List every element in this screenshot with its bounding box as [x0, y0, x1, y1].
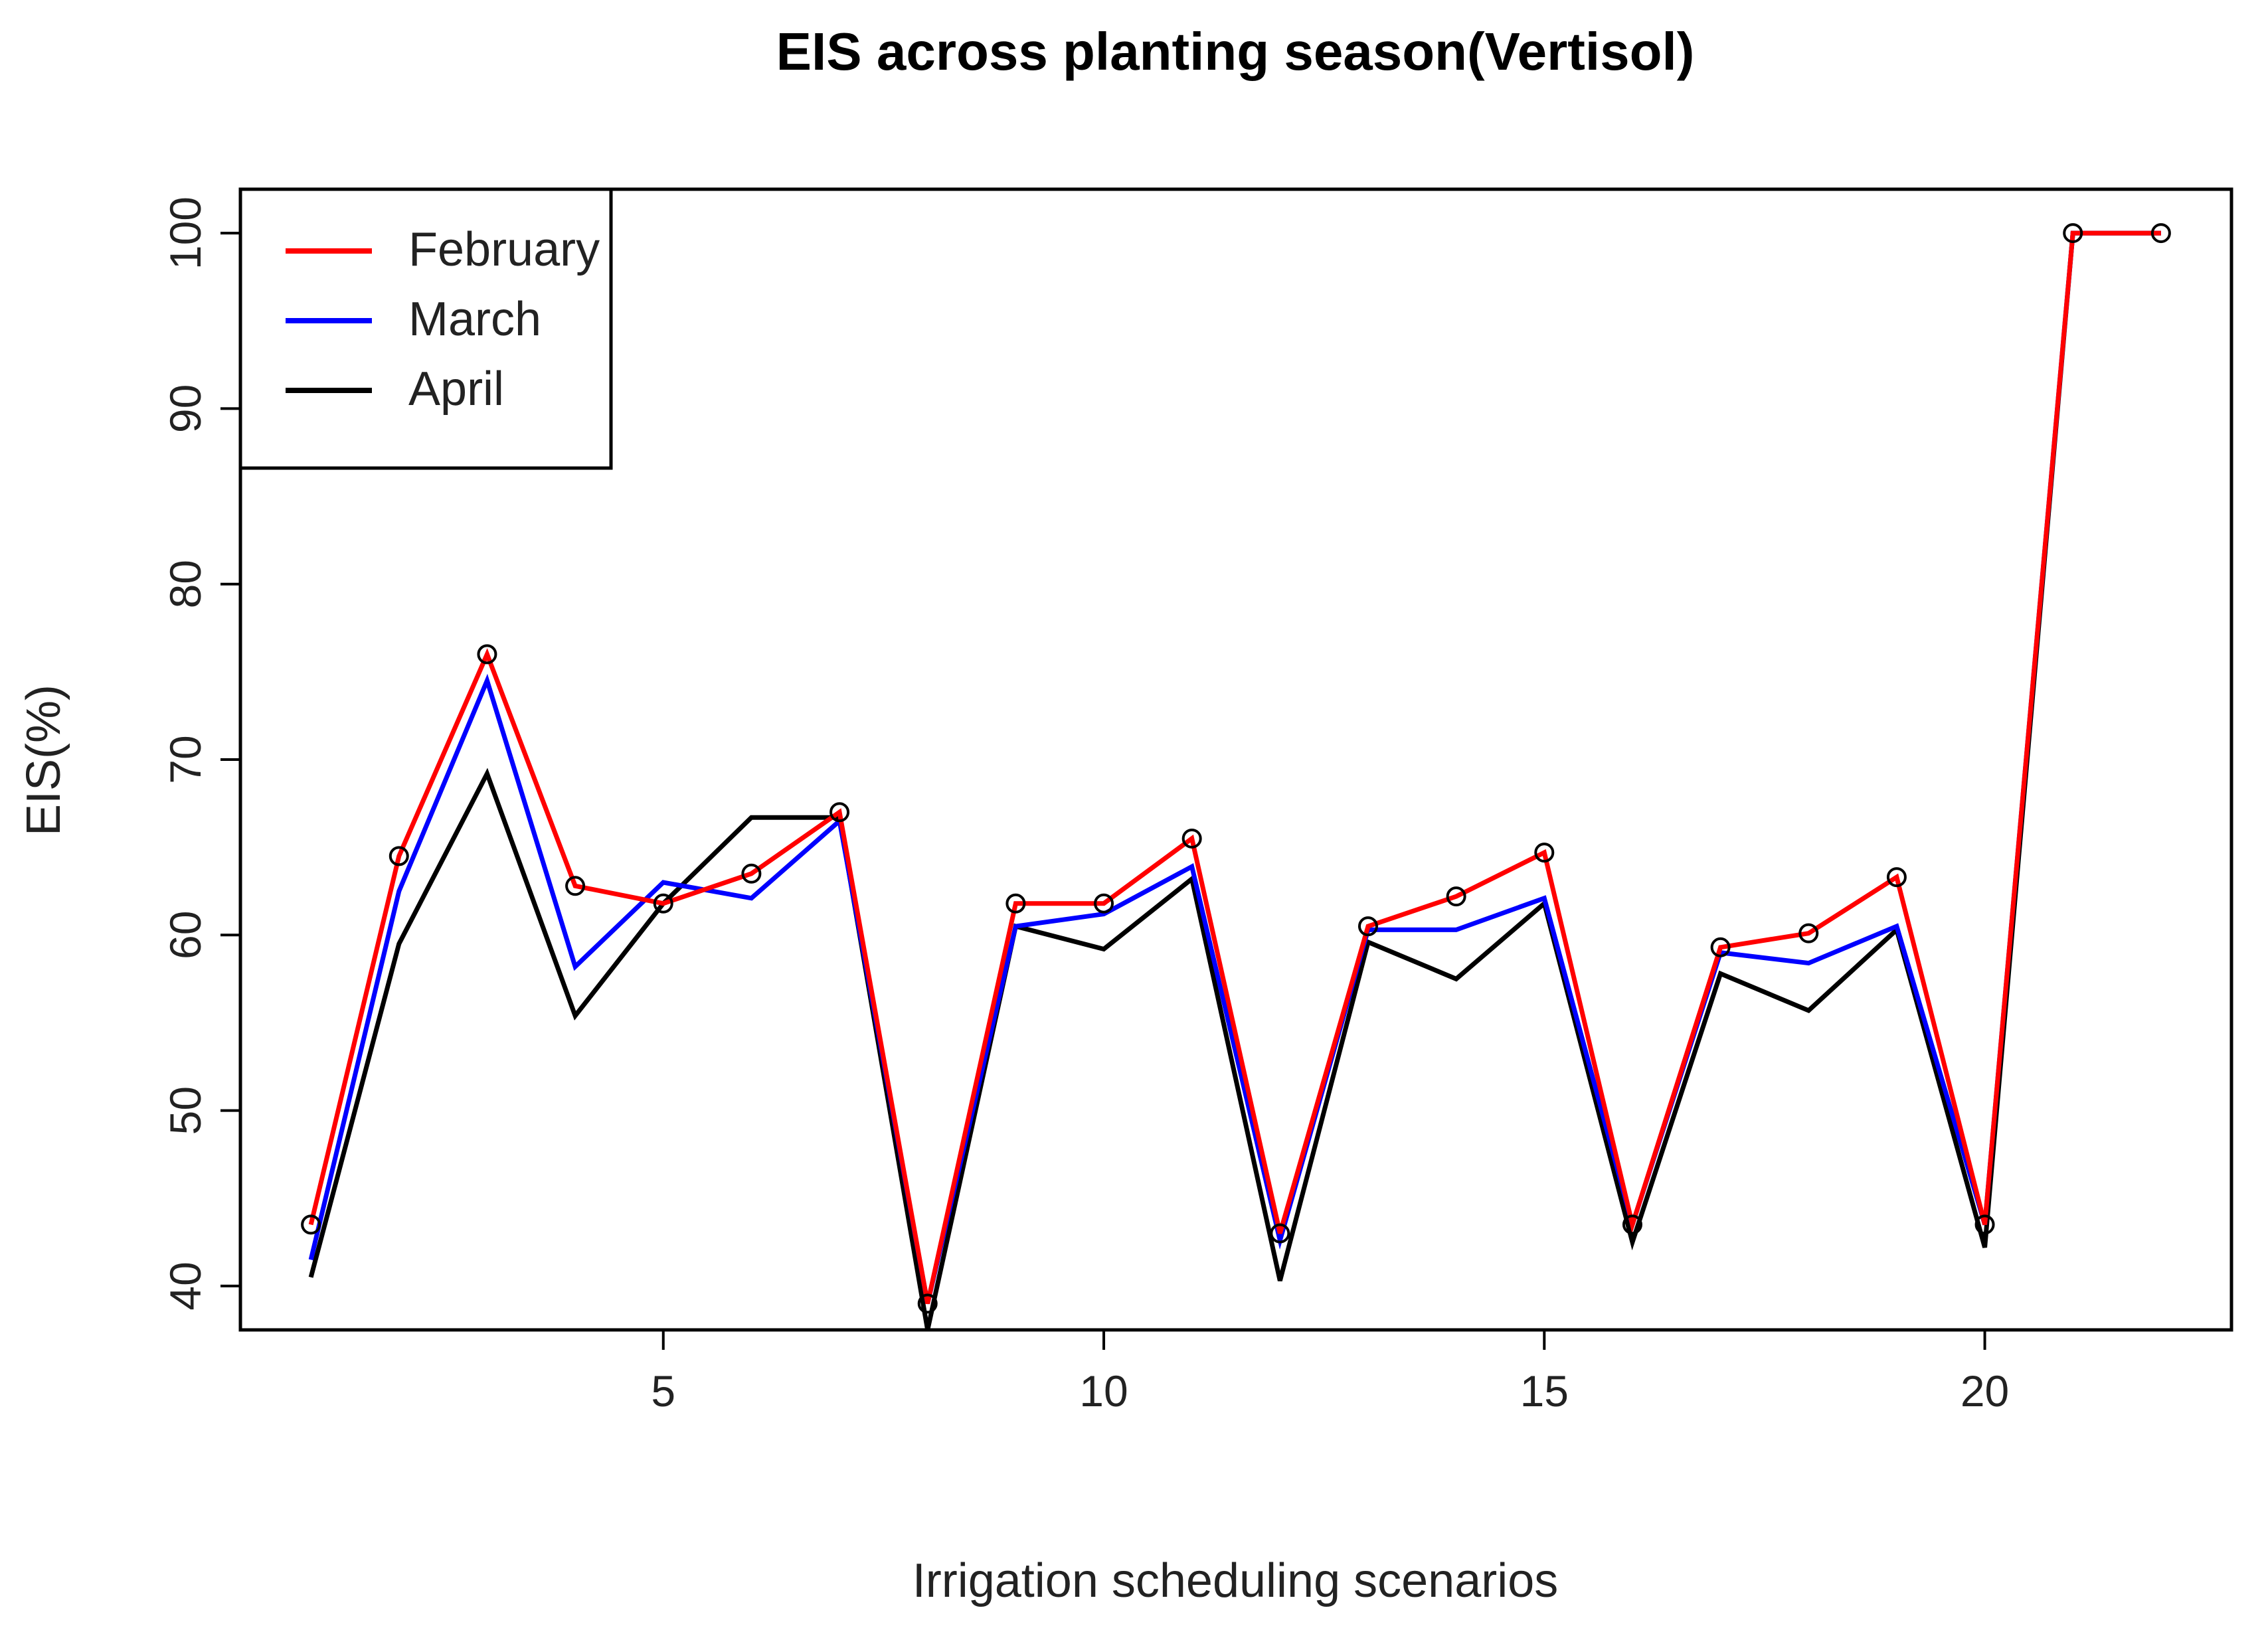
data-point-february — [389, 846, 409, 866]
data-point-february — [829, 802, 850, 823]
data-point-february — [1798, 923, 1819, 943]
series-line-march — [308, 230, 2161, 1305]
series-line-april — [308, 230, 2161, 1331]
data-point-february — [1622, 1214, 1642, 1235]
plot-area — [301, 223, 2171, 1331]
x-tick-label: 20 — [1961, 1366, 2009, 1416]
y-tick-label: 70 — [161, 735, 210, 783]
axes: 5 10 15 20 40 50 60 70 80 90 100 — [161, 197, 2009, 1416]
y-tick-label: 60 — [161, 911, 210, 959]
x-axis-label: Irrigation scheduling scenarios — [913, 1554, 1559, 1607]
data-point-february — [565, 876, 586, 896]
data-point-february — [741, 863, 762, 884]
data-point-february — [1270, 1223, 1290, 1244]
legend-box — [238, 187, 613, 470]
legend: February March April — [238, 187, 613, 470]
data-point-february — [1710, 937, 1731, 957]
data-point-february — [653, 893, 673, 914]
legend-label-april: April — [408, 363, 504, 416]
plot-frame — [238, 187, 2233, 1332]
data-point-february — [477, 644, 497, 665]
x-tick-label: 10 — [1079, 1366, 1128, 1416]
chart-title: EIS across planting season(Vertisol) — [776, 22, 1695, 81]
data-point-february — [1005, 893, 1026, 914]
data-point-february — [2063, 223, 2083, 244]
data-point-february — [1534, 843, 1555, 863]
x-tick-label: 15 — [1520, 1366, 1569, 1416]
data-point-february — [1094, 893, 1114, 914]
series-line-february — [308, 230, 2161, 1305]
y-axis-label: EIS(%) — [17, 685, 70, 836]
y-tick-label: 40 — [161, 1262, 210, 1310]
y-tick-label: 100 — [161, 197, 210, 270]
y-tick-label: 90 — [161, 384, 210, 433]
data-point-february — [1357, 916, 1378, 937]
y-tick-label: 50 — [161, 1086, 210, 1135]
data-point-february — [917, 1293, 938, 1314]
data-point-february — [1446, 886, 1466, 907]
x-tick-label: 5 — [651, 1366, 675, 1416]
legend-label-february: February — [408, 223, 600, 276]
data-point-february — [2150, 223, 2171, 244]
data-point-february — [301, 1214, 321, 1235]
y-tick-label: 80 — [161, 560, 210, 608]
data-point-february — [1886, 867, 1907, 888]
data-point-february — [1974, 1214, 1995, 1235]
legend-label-march: March — [408, 293, 541, 346]
data-point-february — [1181, 828, 1202, 849]
